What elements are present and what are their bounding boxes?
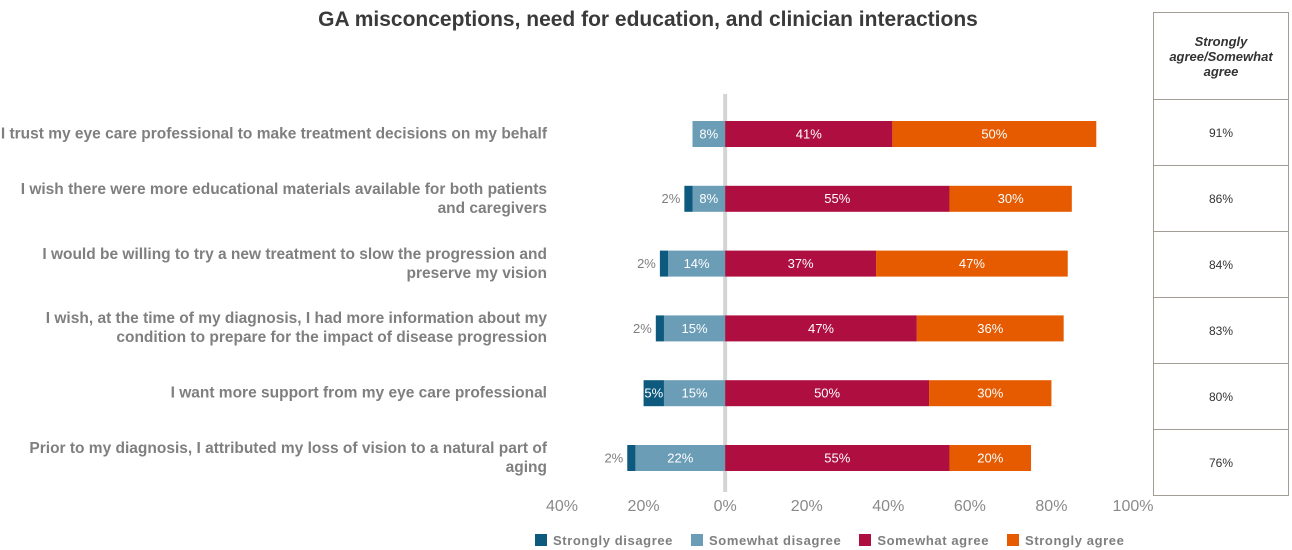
bar-segment bbox=[892, 121, 1097, 147]
legend-item: Strongly agree bbox=[1007, 533, 1124, 548]
x-tick-label: 60% bbox=[953, 498, 986, 515]
x-tick-label: 0% bbox=[713, 498, 737, 515]
legend-swatch bbox=[859, 534, 872, 546]
value-label: 50% bbox=[981, 126, 1007, 141]
value-label: 14% bbox=[684, 256, 710, 271]
value-label: 15% bbox=[682, 386, 708, 401]
x-tick-label: 20% bbox=[790, 498, 823, 515]
table-header: Strongly agree/Somewhat agree bbox=[1169, 33, 1273, 79]
bar-segment bbox=[684, 185, 693, 212]
value-label: 15% bbox=[682, 321, 708, 336]
value-label: 22% bbox=[667, 450, 693, 465]
value-label: 55% bbox=[824, 450, 850, 465]
category-label: I wish there were more educational mater… bbox=[20, 180, 547, 217]
bar-segment bbox=[929, 380, 1052, 407]
value-label: 47% bbox=[959, 256, 985, 271]
table-cell: 91% bbox=[1154, 99, 1288, 165]
value-label: 30% bbox=[998, 191, 1024, 206]
legend-label: Somewhat disagree bbox=[709, 533, 842, 548]
x-tick-label: 80% bbox=[1035, 498, 1068, 515]
category-label: I wish, at the time of my diagnosis, I h… bbox=[45, 310, 547, 347]
bar-segment bbox=[668, 250, 726, 277]
value-label: 37% bbox=[788, 256, 814, 271]
value-label: 2% bbox=[633, 321, 652, 336]
bar-segment bbox=[692, 121, 726, 147]
value-label: 55% bbox=[824, 191, 850, 206]
table-cell: 80% bbox=[1154, 363, 1288, 429]
bar-segment bbox=[916, 315, 1064, 342]
category-label: I would be willing to try a new treatmen… bbox=[42, 245, 547, 282]
legend-label: Somewhat agree bbox=[877, 533, 990, 548]
value-label: 30% bbox=[977, 386, 1003, 401]
x-tick-label: 40% bbox=[545, 498, 579, 515]
legend: Strongly disagree Somewhat disagree Somewh… bbox=[535, 533, 1124, 548]
table-cell: 86% bbox=[1154, 165, 1288, 231]
summary-table: Strongly agree/Somewhat agree 91% 86% 84% 8… bbox=[1153, 12, 1289, 496]
bar-segment bbox=[663, 315, 726, 342]
legend-swatch bbox=[535, 534, 547, 546]
value-label: 50% bbox=[814, 386, 840, 401]
value-label: 20% bbox=[977, 450, 1003, 465]
bar-segment bbox=[725, 121, 893, 147]
bar-segment bbox=[643, 380, 664, 407]
value-label: 47% bbox=[808, 321, 834, 336]
category-label: I trust my eye care professional to make… bbox=[0, 125, 547, 143]
value-label: 2% bbox=[637, 256, 656, 271]
legend-label: Strongly disagree bbox=[553, 533, 674, 548]
value-label: 2% bbox=[662, 191, 681, 206]
category-label: Prior to my diagnosis, I attributed my l… bbox=[29, 440, 547, 476]
bar-segment bbox=[627, 445, 636, 471]
value-label: 36% bbox=[977, 321, 1003, 336]
legend-swatch bbox=[691, 534, 704, 546]
value-label: 8% bbox=[699, 126, 718, 141]
bar-segment bbox=[949, 185, 1072, 212]
bar-segment bbox=[635, 445, 726, 471]
table-cell: 84% bbox=[1154, 231, 1288, 297]
legend-item: Strongly disagree bbox=[535, 533, 673, 548]
table-cell: 76% bbox=[1154, 429, 1288, 495]
bar-segment bbox=[725, 445, 950, 471]
value-label: 41% bbox=[796, 126, 822, 141]
value-label: 8% bbox=[699, 191, 718, 206]
value-label: 2% bbox=[604, 450, 623, 465]
legend-swatch bbox=[1007, 534, 1020, 546]
bar-segment bbox=[725, 250, 877, 277]
legend-item: Somewhat disagree bbox=[691, 533, 841, 548]
bar-segment bbox=[663, 380, 726, 407]
bar-segment bbox=[725, 185, 950, 212]
value-label: 5% bbox=[644, 386, 663, 401]
bar-segment bbox=[949, 445, 1032, 471]
table-cell: 83% bbox=[1154, 297, 1288, 363]
category-label: I want more support from my eye care pro… bbox=[170, 384, 547, 402]
bar-segment bbox=[725, 315, 917, 342]
bar-segment bbox=[725, 380, 930, 407]
bar-segment bbox=[655, 315, 664, 342]
x-tick-label: 100% bbox=[1112, 498, 1154, 515]
bar-segment bbox=[876, 250, 1068, 277]
legend-label: Strongly agree bbox=[1025, 533, 1125, 548]
bar-segment bbox=[659, 250, 669, 277]
x-tick-label: 40% bbox=[872, 498, 905, 515]
x-tick-label: 20% bbox=[627, 498, 660, 515]
bar-segment bbox=[692, 185, 726, 212]
legend-item: Somewhat agree bbox=[859, 533, 989, 548]
chart-title: GA misconceptions, need for education, a… bbox=[318, 8, 978, 31]
